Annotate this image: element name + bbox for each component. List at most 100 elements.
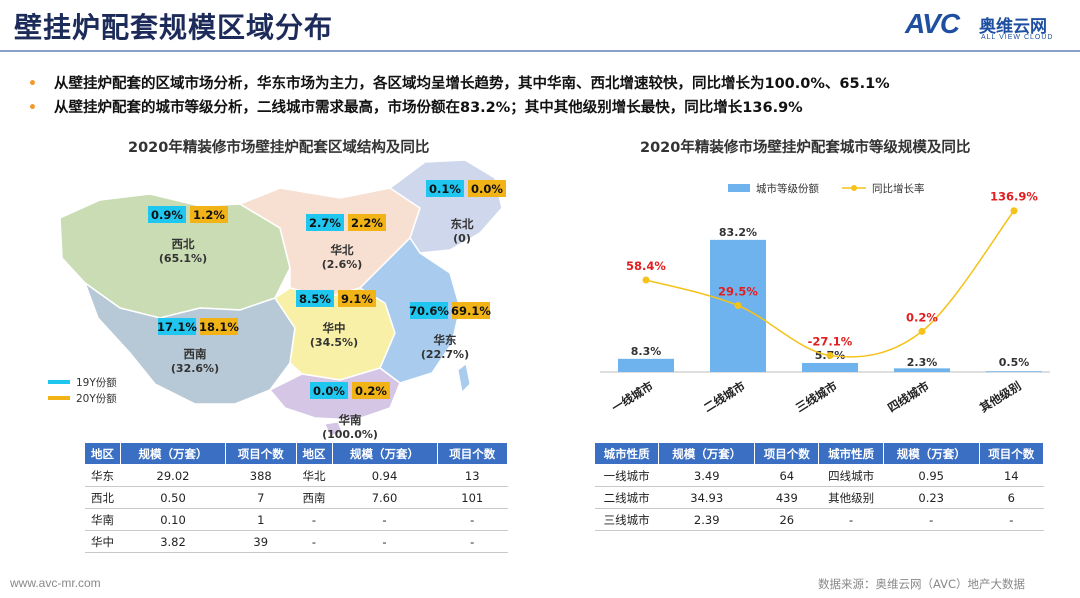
table-cell: -: [437, 530, 508, 553]
table-cell: 一线城市: [594, 464, 659, 487]
share-20y-box: [200, 318, 238, 335]
growth-point: [1010, 207, 1018, 215]
share-19y-label: 70.6%: [409, 304, 449, 318]
bar-legend-label: 城市等级份额: [756, 182, 819, 195]
region-name-label: 华南: [339, 413, 362, 427]
map-island-taiwan: [457, 363, 471, 394]
bullet-text: 从壁挂炉配套的区域市场分析，华东市场为主力，各区域均呈增长趋势，其中华南、西北增…: [54, 76, 890, 92]
table-cell: 3.49: [658, 464, 755, 487]
table-header-cell: 地区: [295, 442, 333, 465]
map-island-hainan: [324, 421, 343, 437]
share-19y-box: [158, 318, 196, 335]
table-cell: 13: [437, 464, 508, 487]
share-19y-label: 0.1%: [429, 182, 461, 196]
table-cell: -: [979, 508, 1044, 531]
map-region-label: 70.6% 69.1% 华东(22.7%): [409, 302, 491, 361]
table-cell: 三线城市: [594, 508, 659, 531]
line-legend-marker: [851, 185, 857, 191]
table-header-row: 城市性质 规模（万套） 项目个数 城市性质 规模（万套） 项目个数: [593, 442, 1045, 465]
map-legend: 19Y份额 20Y份额: [48, 376, 117, 405]
table-cell: 1: [225, 508, 296, 531]
table-cell: 华中: [84, 530, 121, 553]
table-cell: -: [332, 508, 437, 531]
growth-value-label: 29.5%: [718, 285, 758, 299]
region-growth-label: (100.0%): [322, 428, 378, 441]
table-cell: -: [332, 530, 437, 553]
map-region-label: 2.7% 2.2% 华北(2.6%): [306, 214, 386, 271]
table-cell: 华南: [84, 508, 121, 531]
table-cell: 其他级别: [818, 486, 884, 509]
region-map-chart: 0.9% 1.2% 西北(65.1%) 2.7% 2.2% 华北(2.6%) 0.1% 0.0…: [48, 159, 506, 441]
table-cell: 3.82: [120, 530, 226, 553]
region-name-label: 华北: [331, 243, 354, 257]
bar-chart-marks: 8.3%83.2%5.7%2.3%0.5%58.4%29.5%-27.1%0.2…: [600, 190, 1050, 415]
share-20y-label: 9.1%: [341, 292, 373, 306]
table-cell: 0.94: [332, 464, 437, 487]
map-region-labels: 0.9% 1.2% 西北(65.1%) 2.7% 2.2% 华北(2.6%) 0.1% 0.0…: [148, 180, 506, 441]
table-row: 三线城市 2.39 26 - - -: [594, 508, 1044, 531]
map-legend-swatch: [48, 396, 70, 400]
share-20y-box: [352, 382, 390, 399]
table-cell: -: [818, 508, 884, 531]
table-cell: 34.93: [658, 486, 755, 509]
table-cell: 西南: [296, 486, 332, 509]
share-19y-label: 0.0%: [313, 384, 345, 398]
page-title: 壁挂炉配套规模区域分布: [14, 11, 334, 44]
table-cell: 101: [437, 486, 508, 509]
region-name-label: 西南: [184, 347, 207, 361]
table-row: 华中 3.82 39 - - -: [84, 530, 508, 553]
table-header-cell: 规模（万套）: [658, 442, 756, 465]
table-header-cell: 项目个数: [436, 442, 508, 465]
growth-value-label: 0.2%: [906, 310, 938, 324]
table-cell: -: [296, 530, 332, 553]
table-row: 西北 0.50 7 西南 7.60 101: [84, 486, 508, 509]
x-tick-label: 三线城市: [793, 378, 840, 415]
bar-legend-swatch: [728, 184, 750, 192]
table-cell: 0.10: [120, 508, 226, 531]
table-cell: 0.50: [120, 486, 226, 509]
logo-en-text: ALL VIEW CLOUD: [981, 34, 1054, 41]
bar-5: [986, 371, 1042, 372]
line-legend-label: 同比增长率: [872, 182, 925, 195]
table-cell: -: [296, 508, 332, 531]
bullet-item: • 从壁挂炉配套的区域市场分析，华东市场为主力，各区域均呈增长趋势，其中华南、西…: [28, 72, 1068, 96]
table-cell: 388: [225, 464, 296, 487]
table-cell: 64: [754, 464, 819, 487]
table-cell: 华北: [296, 464, 332, 487]
footer-website: www.avc-mr.com: [10, 576, 101, 590]
table-cell: -: [883, 508, 980, 531]
map-region-label: 0.1% 0.0% 东北(0): [426, 180, 506, 245]
share-19y-label: 0.9%: [151, 208, 183, 222]
share-20y-label: 18.1%: [199, 320, 239, 334]
table-header-cell: 规模（万套）: [331, 442, 438, 465]
share-19y-box: [426, 180, 464, 197]
share-20y-label: 0.2%: [355, 384, 387, 398]
share-20y-label: 1.2%: [193, 208, 225, 222]
bar-value-label: 8.3%: [631, 345, 662, 358]
table-header-cell: 地区: [84, 442, 121, 465]
map-chart-title: 2020年精装修市场壁挂炉配套区域结构及同比: [128, 140, 430, 156]
bar-chart-legend: 城市等级份额 同比增长率: [728, 182, 925, 195]
share-19y-label: 2.7%: [309, 216, 341, 230]
growth-point: [918, 327, 926, 335]
region-growth-label: (22.7%): [421, 348, 469, 361]
table-header-cell: 规模（万套）: [882, 442, 980, 465]
share-20y-box: [452, 302, 490, 319]
bullet-item: • 从壁挂炉配套的城市等级分析，二线城市需求最高，市场份额在83.2%；其中其他…: [28, 96, 1068, 120]
table-row: 一线城市 3.49 64 四线城市 0.95 14: [594, 464, 1044, 487]
bar-value-label: 83.2%: [719, 226, 757, 239]
map-region-label: 8.5% 9.1% 华中(34.5%): [296, 290, 376, 349]
bar-1: [618, 358, 674, 372]
share-20y-label: 0.0%: [471, 182, 503, 196]
map-legend-label: 20Y份额: [76, 392, 117, 405]
share-19y-box: [296, 290, 334, 307]
table-header-cell: 项目个数: [754, 442, 820, 465]
share-20y-box: [348, 214, 386, 231]
share-20y-box: [468, 180, 506, 197]
table-header-row: 地区 规模（万套） 项目个数 地区 规模（万套） 项目个数: [84, 442, 508, 465]
region-name-label: 西北: [172, 237, 195, 251]
share-19y-label: 17.1%: [157, 320, 197, 334]
summary-bullets: • 从壁挂炉配套的区域市场分析，华东市场为主力，各区域均呈增长趋势，其中华南、西…: [28, 72, 1068, 120]
table-row: 二线城市 34.93 439 其他级别 0.23 6: [594, 486, 1044, 509]
map-region-label: 17.1% 18.1% 西南(32.6%): [157, 318, 239, 375]
